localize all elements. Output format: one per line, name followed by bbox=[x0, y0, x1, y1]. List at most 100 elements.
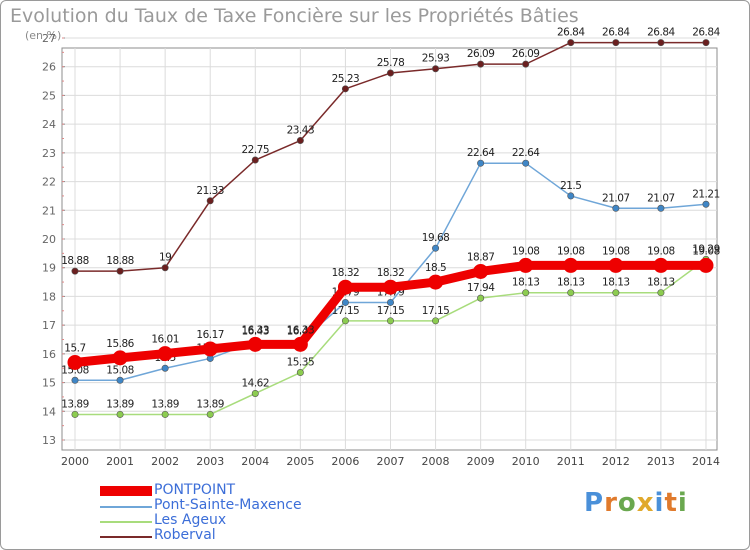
data-point-pont-sainte-maxence bbox=[477, 159, 485, 167]
data-point-pontpoint bbox=[428, 274, 444, 290]
data-point-les-ageux bbox=[386, 317, 394, 325]
chart-title: Evolution du Taux de Taxe Foncière sur l… bbox=[10, 5, 579, 27]
data-point-pontpoint bbox=[292, 336, 308, 352]
data-label-les-ageux: 18.13 bbox=[557, 277, 585, 289]
data-label-roberval: 19 bbox=[159, 252, 171, 264]
x-tick-label: 2013 bbox=[647, 455, 675, 468]
y-tick-label: 21 bbox=[42, 204, 56, 217]
data-point-pontpoint bbox=[157, 346, 173, 362]
data-point-roberval bbox=[702, 39, 710, 47]
data-label-pontpoint: 18.5 bbox=[425, 262, 446, 274]
data-label-les-ageux: 15.35 bbox=[287, 357, 315, 369]
data-point-pontpoint bbox=[337, 279, 353, 295]
x-tick-label: 2001 bbox=[106, 455, 134, 468]
data-label-roberval: 18.88 bbox=[106, 255, 134, 267]
y-tick-label: 24 bbox=[42, 118, 56, 131]
data-point-les-ageux bbox=[251, 389, 259, 397]
data-label-les-ageux: 18.13 bbox=[602, 277, 630, 289]
data-point-les-ageux bbox=[296, 369, 304, 377]
data-label-pontpoint: 15.7 bbox=[64, 342, 85, 354]
data-label-les-ageux: 17.94 bbox=[467, 282, 495, 294]
data-label-les-ageux: 19.29 bbox=[692, 243, 720, 255]
data-label-pontpoint: 19.08 bbox=[557, 245, 585, 257]
data-point-pontpoint bbox=[473, 263, 489, 279]
data-label-roberval: 25.23 bbox=[332, 73, 360, 85]
data-label-les-ageux: 18.13 bbox=[647, 277, 675, 289]
data-point-pont-sainte-maxence bbox=[341, 298, 349, 306]
y-tick-label: 27 bbox=[42, 32, 56, 45]
legend-label-les-ageux: Les Ageux bbox=[154, 512, 227, 528]
data-point-pontpoint bbox=[563, 257, 579, 273]
x-tick-label: 2010 bbox=[512, 455, 540, 468]
data-label-roberval: 22.75 bbox=[241, 144, 269, 156]
data-label-roberval: 26.09 bbox=[467, 48, 495, 60]
y-tick-label: 25 bbox=[42, 89, 56, 102]
legend-swatch-les-ageux bbox=[100, 521, 152, 523]
data-label-pontpoint: 15.86 bbox=[106, 338, 134, 350]
data-point-roberval bbox=[116, 267, 124, 275]
logo-letter: r bbox=[604, 488, 618, 518]
data-point-roberval bbox=[161, 264, 169, 272]
legend-swatch-pont-sainte-maxence bbox=[100, 506, 152, 508]
data-point-les-ageux bbox=[341, 317, 349, 325]
data-point-roberval bbox=[432, 65, 440, 73]
data-label-pont-sainte-maxence: 15.08 bbox=[106, 364, 134, 376]
logo-letter: i bbox=[677, 488, 688, 518]
data-point-pont-sainte-maxence bbox=[432, 244, 440, 252]
x-tick-label: 2000 bbox=[61, 455, 89, 468]
data-label-les-ageux: 14.62 bbox=[241, 377, 269, 389]
x-tick-label: 2008 bbox=[422, 455, 450, 468]
logo-letter: o bbox=[617, 488, 637, 518]
data-label-pont-sainte-maxence: 21.07 bbox=[647, 192, 675, 204]
data-label-pont-sainte-maxence: 16.43 bbox=[241, 326, 269, 338]
data-point-roberval bbox=[206, 197, 214, 205]
y-axis-unit: (en %) bbox=[25, 29, 62, 42]
data-label-roberval: 26.84 bbox=[602, 27, 630, 39]
x-tick-label: 2005 bbox=[286, 455, 314, 468]
y-tick-label: 26 bbox=[42, 61, 56, 74]
logo-letter: x bbox=[636, 488, 655, 518]
data-label-roberval: 23.43 bbox=[287, 125, 315, 137]
data-label-pontpoint: 19.08 bbox=[647, 245, 675, 257]
proxiti-logo: Proxiti bbox=[584, 488, 688, 518]
data-point-les-ageux bbox=[522, 289, 530, 297]
legend-swatch-pontpoint bbox=[100, 486, 152, 496]
data-point-pont-sainte-maxence bbox=[116, 376, 124, 384]
data-label-roberval: 25.93 bbox=[422, 53, 450, 65]
data-point-les-ageux bbox=[71, 410, 79, 418]
x-tick-label: 2012 bbox=[602, 455, 630, 468]
data-point-pontpoint bbox=[653, 257, 669, 273]
data-label-les-ageux: 17.15 bbox=[422, 305, 450, 317]
y-tick-label: 16 bbox=[42, 348, 56, 361]
data-point-pontpoint bbox=[382, 279, 398, 295]
data-point-pontpoint bbox=[112, 350, 128, 366]
data-label-pont-sainte-maxence: 19.68 bbox=[422, 232, 450, 244]
data-point-les-ageux bbox=[432, 317, 440, 325]
data-point-pontpoint bbox=[518, 257, 534, 273]
data-point-roberval bbox=[71, 267, 79, 275]
legend-swatch-roberval bbox=[100, 536, 152, 538]
data-label-pontpoint: 18.87 bbox=[467, 251, 495, 263]
data-label-pontpoint: 16.01 bbox=[151, 334, 179, 346]
data-label-pontpoint: 18.32 bbox=[377, 267, 405, 279]
legend-label-pont-sainte-maxence: Pont-Sainte-Maxence bbox=[154, 497, 302, 513]
data-point-roberval bbox=[612, 39, 620, 47]
data-label-pont-sainte-maxence: 21.21 bbox=[692, 188, 720, 200]
data-point-roberval bbox=[477, 60, 485, 68]
plot-area bbox=[61, 47, 718, 451]
legend-label-roberval: Roberval bbox=[154, 527, 216, 543]
data-point-les-ageux bbox=[567, 289, 575, 297]
data-label-roberval: 26.84 bbox=[647, 27, 675, 39]
data-point-pont-sainte-maxence bbox=[386, 298, 394, 306]
x-tick-label: 2002 bbox=[151, 455, 179, 468]
data-label-roberval: 21.33 bbox=[196, 185, 224, 197]
y-tick-label: 18 bbox=[42, 290, 56, 303]
x-tick-label: 2004 bbox=[241, 455, 269, 468]
logo-letter: P bbox=[584, 488, 605, 518]
x-tick-label: 2011 bbox=[557, 455, 585, 468]
data-point-roberval bbox=[386, 69, 394, 77]
y-tick-label: 20 bbox=[42, 233, 56, 246]
y-tick-label: 15 bbox=[42, 377, 56, 390]
data-label-roberval: 26.84 bbox=[692, 27, 720, 39]
data-point-pont-sainte-maxence bbox=[522, 159, 530, 167]
